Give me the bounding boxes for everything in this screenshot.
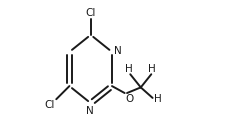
Text: H: H: [153, 94, 161, 104]
Text: Cl: Cl: [44, 100, 55, 110]
Text: Cl: Cl: [85, 8, 95, 18]
Text: H: H: [125, 64, 133, 74]
Text: N: N: [86, 106, 93, 116]
Text: H: H: [148, 64, 155, 74]
Text: O: O: [125, 94, 133, 104]
Text: N: N: [114, 46, 122, 56]
